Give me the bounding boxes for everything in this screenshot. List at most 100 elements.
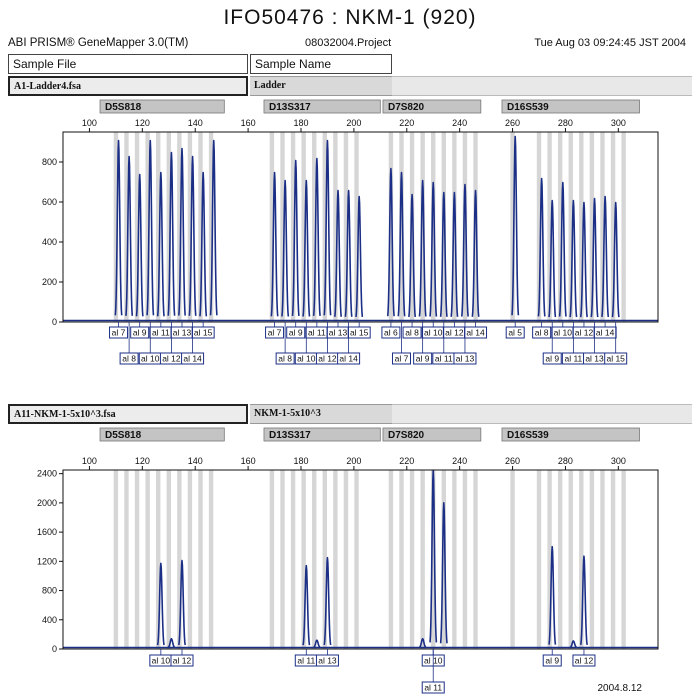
allele-label: al 12 <box>162 354 181 364</box>
allele-label: al 10 <box>297 354 316 364</box>
allele-label: al 11 <box>564 354 582 364</box>
allele-label: al 11 <box>424 683 442 693</box>
electropherogram-ladder: D5S818 D13S317 D7S820 D16S539 100 120 140 160 18… <box>42 99 659 365</box>
allele-bin <box>510 470 515 649</box>
allele-label: al 14 <box>596 328 615 338</box>
x-tick-label: 260 <box>505 118 520 128</box>
allele-label: al 9 <box>545 354 559 364</box>
allele-label: al 12 <box>575 328 594 338</box>
marker-bar <box>263 427 381 442</box>
trace-peak <box>439 502 448 644</box>
allele-label-box <box>464 326 488 339</box>
sample-name-2: NKM-1-5x10^3 <box>250 404 392 424</box>
marker-label: D13S317 <box>269 102 311 113</box>
sample-name-header: Sample Name <box>250 54 392 74</box>
sample-row-filler-2 <box>392 404 692 424</box>
allele-bin <box>462 132 468 322</box>
allele-bin <box>280 132 285 322</box>
allele-label: al 9 <box>133 328 147 338</box>
allele-bin <box>441 132 446 322</box>
allele-bin <box>124 132 129 322</box>
electropherogram-sample: D5S818 D13S317 D7S820 D16S539 100 120 140 160 18… <box>37 427 659 694</box>
trace-peak <box>355 195 364 318</box>
marker-bar <box>99 427 225 442</box>
trace-peak <box>323 139 332 316</box>
trace-peak <box>302 179 311 317</box>
allele-label-box <box>604 352 628 365</box>
plot-frame <box>62 469 659 650</box>
allele-bin <box>187 132 193 322</box>
x-tick-label: 260 <box>505 456 520 466</box>
allele-label-box <box>191 326 215 339</box>
marker-label: D7S820 <box>388 102 425 113</box>
allele-label-box <box>542 352 562 365</box>
allele-label-box <box>572 654 596 667</box>
allele-bin <box>198 132 203 322</box>
allele-bin <box>177 132 182 322</box>
allele-bin <box>579 470 584 649</box>
allele-bin <box>579 132 584 322</box>
allele-bin <box>312 132 317 322</box>
y-tick-label: 1200 <box>37 556 57 566</box>
trace-peak <box>156 562 165 646</box>
x-tick-label: 280 <box>558 118 573 128</box>
allele-bin <box>134 470 140 649</box>
allele-label: al 13 <box>329 328 348 338</box>
report-datetime: Tue Aug 03 09:24:45 JST 2004 <box>534 37 686 49</box>
allele-label: al 8 <box>405 328 419 338</box>
allele-label-box <box>181 352 205 365</box>
marker-label: D13S317 <box>269 430 311 441</box>
allele-label: al 13 <box>318 656 337 666</box>
allele-bin <box>290 470 296 649</box>
allele-label-box <box>286 326 306 339</box>
plot-frame <box>62 131 659 323</box>
trace-peak <box>312 157 321 316</box>
trace-peak <box>511 135 520 316</box>
allele-label-box <box>453 352 477 365</box>
allele-bin <box>156 132 161 322</box>
allele-label-box <box>593 326 617 339</box>
allele-label: al 10 <box>141 354 160 364</box>
allele-bin <box>621 470 626 649</box>
y-tick-label: 2000 <box>37 498 57 508</box>
allele-bin <box>290 132 296 322</box>
trace-peak <box>418 179 427 317</box>
allele-label: al 15 <box>194 328 213 338</box>
allele-label: al 11 <box>308 328 326 338</box>
allele-label: al 10 <box>152 656 171 666</box>
trace-peak <box>156 171 165 317</box>
app-name: ABI PRISM® GeneMapper 3.0(TM) <box>8 37 189 49</box>
allele-bin <box>600 132 605 322</box>
allele-label: al 14 <box>183 354 202 364</box>
allele-bin <box>547 132 552 322</box>
trace-peak <box>537 177 546 317</box>
allele-bin <box>589 470 595 649</box>
allele-label-box <box>170 654 194 667</box>
allele-bin <box>312 470 317 649</box>
y-tick-label: 1600 <box>37 527 57 537</box>
trace-peak <box>397 171 406 317</box>
allele-bin <box>547 470 552 649</box>
trace-peak <box>590 197 599 318</box>
trace-peak <box>291 159 300 316</box>
allele-label: al 5 <box>508 328 522 338</box>
trace-peak <box>460 183 469 317</box>
allele-bin <box>399 132 404 322</box>
allele-label: al 14 <box>339 354 358 364</box>
allele-bin <box>269 132 275 322</box>
allele-label: al 12 <box>318 354 337 364</box>
y-tick-label: 200 <box>42 277 57 287</box>
allele-label: al 9 <box>289 328 303 338</box>
x-tick-label: 280 <box>558 456 573 466</box>
allele-bin <box>388 132 394 322</box>
trace-peak <box>558 181 567 317</box>
allele-label-box <box>413 352 433 365</box>
allele-bin <box>621 132 626 322</box>
sample-file-header: Sample File <box>8 54 248 74</box>
allele-label: al 12 <box>445 328 464 338</box>
allele-label: al 15 <box>350 328 369 338</box>
allele-label: al 13 <box>456 354 475 364</box>
trace-peak <box>135 173 144 317</box>
trace-peak <box>313 639 321 648</box>
allele-bin <box>399 470 404 649</box>
